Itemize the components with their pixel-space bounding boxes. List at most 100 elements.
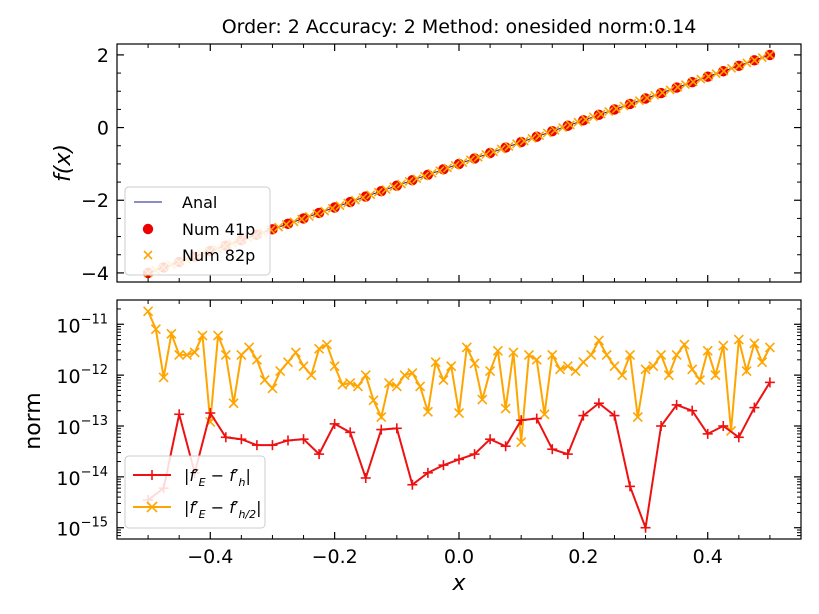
num82-point [734, 61, 744, 71]
bottom-ytick-label: 10−15 [56, 516, 108, 541]
num82-point [604, 106, 614, 116]
err-h2-point [453, 407, 465, 419]
err-h2-point [718, 340, 729, 351]
err-h-point [578, 410, 589, 421]
err-h2-point [617, 370, 628, 381]
err-h2-point [321, 339, 332, 350]
err-h-point [391, 423, 402, 434]
num82-point [481, 149, 491, 160]
err-h2-point [601, 349, 612, 360]
err-h2-point [539, 409, 550, 420]
err-h-point [609, 410, 620, 421]
err-h2-point [197, 330, 208, 341]
num82-point [396, 179, 406, 189]
err-h2-point [648, 361, 659, 372]
err-h2-point [578, 357, 589, 368]
err-h2-point [764, 342, 775, 353]
num82-point [366, 190, 376, 200]
bottom-xtick-label: 0.2 [568, 546, 598, 568]
err-h-point [516, 415, 527, 426]
bottom-xtick-label: −0.2 [312, 546, 358, 568]
err-h2-point [710, 370, 721, 381]
err-h2-point [446, 361, 457, 372]
err-h2-point [383, 377, 395, 389]
err-h-point [283, 435, 293, 446]
err-h2-point [415, 381, 426, 392]
err-h-point [500, 441, 511, 452]
num82-point [634, 96, 644, 106]
err-h2-point [267, 383, 278, 394]
num82-point [757, 53, 767, 63]
num82-point [274, 222, 284, 232]
num82-point [703, 71, 714, 81]
err-h-point [485, 434, 496, 445]
num41-point [360, 191, 371, 202]
err-h2-point [632, 411, 643, 423]
num82-point [427, 168, 437, 178]
chart-title: Order: 2 Accuracy: 2 Method: onesided no… [222, 16, 697, 38]
num82-point [673, 82, 683, 92]
err-h2-point [733, 334, 744, 345]
num82-point [573, 117, 583, 127]
num82-point [680, 79, 691, 90]
top-ytick-label: 2 [97, 45, 109, 67]
num82-point [719, 66, 729, 76]
err-h2-point [586, 349, 597, 360]
err-h2-point [694, 374, 706, 386]
err-h2-point [422, 406, 433, 417]
err-h2-point [485, 366, 496, 377]
num82-point [343, 198, 353, 208]
err-h2-point [671, 349, 682, 360]
err-h2-point [174, 349, 185, 360]
err-h2-point [251, 354, 262, 365]
err-h-point [625, 481, 635, 492]
err-h2-point [624, 349, 636, 360]
err-h-point [749, 402, 760, 413]
legend-num41-swatch [142, 223, 154, 235]
err-h-point [407, 479, 418, 490]
num82-point [558, 123, 568, 133]
num82-point [765, 50, 775, 60]
top-legend-box [124, 186, 271, 276]
num82-point [412, 174, 422, 184]
num82-point [627, 98, 637, 108]
num41-point [562, 120, 574, 131]
err-h2-point [492, 345, 503, 356]
err-h2-point [749, 338, 760, 349]
num82-point [696, 74, 706, 84]
err-h2-point [757, 357, 768, 368]
err-h2-point [593, 335, 604, 346]
num41-point [344, 196, 356, 208]
err-h2-point [376, 411, 387, 423]
err-h2-point [150, 324, 161, 335]
num82-point [619, 101, 629, 111]
num82-point [657, 88, 668, 98]
err-h-point [236, 434, 247, 445]
bottom-xtick-label: 0.4 [693, 546, 723, 568]
bottom-xtick-label: −0.4 [187, 546, 233, 568]
num82-point [435, 166, 445, 176]
num82-point [419, 171, 430, 181]
num82-point [665, 85, 675, 95]
num41-point [578, 115, 589, 126]
num41-point [313, 207, 325, 219]
err-h-point [687, 405, 698, 416]
err-h-point [547, 444, 558, 455]
num41-point [376, 185, 387, 197]
num82-point [458, 157, 468, 168]
err-h2-point [656, 349, 667, 360]
err-h2-point [143, 306, 154, 317]
num82-point [488, 147, 499, 157]
bottom-ytick-label: 10−13 [56, 414, 108, 439]
num41-point [531, 131, 542, 142]
legend-anal-label: Anal [182, 193, 217, 212]
err-h2-point [360, 370, 371, 381]
num82-point [711, 69, 721, 79]
err-h2-point [531, 354, 542, 365]
err-h2-point [244, 342, 255, 353]
err-h-point [360, 472, 371, 483]
num82-point [381, 184, 391, 195]
num41-point [593, 109, 605, 121]
num82-point [358, 192, 368, 203]
err-h-point [251, 440, 262, 451]
